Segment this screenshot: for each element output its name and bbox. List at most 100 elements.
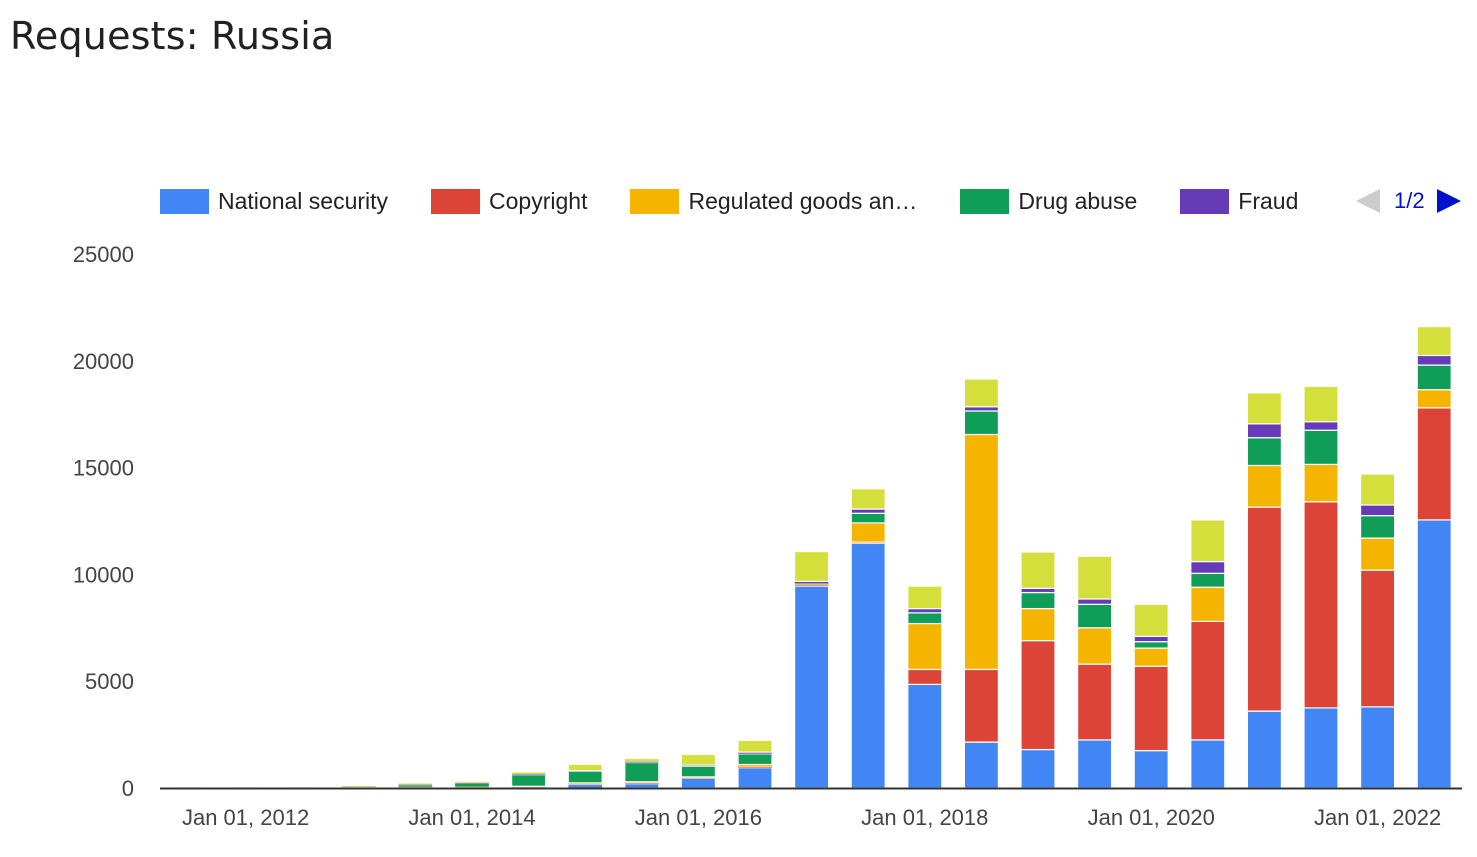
bar-segment-national-security[interactable] (1416, 519, 1452, 789)
bar-segment-drug-abuse[interactable] (511, 773, 547, 787)
bar-segment-other[interactable] (341, 785, 376, 787)
legend-item-national-security[interactable]: National security (160, 188, 388, 215)
bar-segment-drug-abuse[interactable] (737, 753, 773, 766)
triangle-right-icon[interactable] (1436, 189, 1461, 213)
legend-item-fraud[interactable]: Fraud (1180, 188, 1298, 215)
bar-segment-fraud[interactable] (1020, 587, 1056, 594)
bar-segment-drug-abuse[interactable] (680, 765, 717, 778)
bar-segment-fraud[interactable] (1416, 354, 1452, 366)
bar-segment-fraud[interactable] (1076, 598, 1113, 605)
bar-segment-drug-abuse[interactable] (1416, 364, 1452, 391)
bar-segment-other[interactable] (1303, 385, 1339, 423)
bar-stack[interactable] (850, 488, 886, 789)
bar-segment-other[interactable] (793, 550, 830, 583)
bar-segment-fraud[interactable] (1133, 635, 1169, 643)
bar-segment-national-security[interactable] (1246, 710, 1283, 789)
bar-segment-national-security[interactable] (1020, 748, 1056, 789)
legend-item-drug-abuse[interactable]: Drug abuse (960, 188, 1137, 215)
bar-segment-national-security[interactable] (793, 585, 830, 789)
bar-segment-copyright[interactable] (1246, 506, 1283, 712)
bar-stack[interactable] (1416, 326, 1452, 789)
bar-segment-other[interactable] (1133, 603, 1169, 637)
bar-segment-copyright[interactable] (1190, 620, 1226, 741)
bar-segment-national-security[interactable] (1190, 739, 1226, 789)
bar-segment-other[interactable] (907, 585, 943, 610)
bar-stack[interactable] (567, 763, 603, 789)
bar-segment-other[interactable] (454, 781, 490, 784)
bar-segment-national-security[interactable] (963, 741, 1000, 789)
legend-item-regulated-goods[interactable]: Regulated goods an… (630, 188, 917, 215)
bar-stack[interactable] (793, 550, 830, 789)
bar-stack[interactable] (1133, 603, 1169, 789)
bar-segment-other[interactable] (1416, 326, 1452, 357)
bar-stack[interactable] (454, 781, 490, 789)
bar-stack[interactable] (963, 378, 1000, 789)
bar-segment-national-security[interactable] (1076, 739, 1113, 789)
bar-segment-national-security[interactable] (850, 542, 886, 789)
bar-segment-other[interactable] (1190, 519, 1226, 563)
bar-segment-regulated-goods-and-services[interactable] (907, 622, 943, 671)
bar-segment-regulated-goods-and-services[interactable] (1020, 607, 1056, 642)
bar-segment-national-security[interactable] (624, 783, 660, 789)
bar-segment-other[interactable] (680, 753, 717, 766)
bar-segment-other[interactable] (1359, 473, 1396, 506)
bar-segment-copyright[interactable] (1020, 640, 1056, 751)
bar-segment-other[interactable] (1246, 392, 1283, 425)
bar-segment-drug-abuse[interactable] (1133, 641, 1169, 649)
bar-segment-copyright[interactable] (1076, 663, 1113, 741)
bar-segment-copyright[interactable] (1133, 665, 1169, 752)
bar-segment-fraud[interactable] (1359, 504, 1396, 517)
bar-segment-national-security[interactable] (907, 683, 943, 789)
bar-stack[interactable] (1303, 385, 1339, 789)
bar-segment-other[interactable] (850, 488, 886, 510)
bar-stack[interactable] (1020, 551, 1056, 789)
bar-stack[interactable] (680, 753, 717, 789)
bar-segment-regulated-goods-and-services[interactable] (1359, 537, 1396, 571)
bar-stack[interactable] (1076, 555, 1113, 789)
bar-segment-copyright[interactable] (907, 668, 943, 686)
bar-segment-national-security[interactable] (680, 777, 717, 789)
bar-segment-regulated-goods-and-services[interactable] (1190, 586, 1226, 622)
bar-stack[interactable] (737, 739, 773, 789)
bar-segment-fraud[interactable] (624, 761, 659, 763)
bar-segment-copyright[interactable] (1416, 407, 1452, 521)
bar-segment-other[interactable] (737, 739, 773, 753)
bar-segment-drug-abuse[interactable] (907, 612, 943, 625)
bar-segment-regulated-goods-and-services[interactable] (1416, 389, 1452, 409)
bar-stack[interactable] (624, 758, 660, 789)
bar-stack[interactable] (1359, 473, 1396, 789)
bar-stack[interactable] (1190, 519, 1226, 789)
bar-segment-drug-abuse[interactable] (850, 512, 886, 524)
bar-segment-fraud[interactable] (1190, 560, 1226, 574)
bar-segment-regulated-goods-and-services[interactable] (1246, 464, 1283, 508)
bar-segment-drug-abuse[interactable] (1303, 429, 1339, 465)
bar-segment-drug-abuse[interactable] (1076, 603, 1113, 629)
bar-segment-regulated-goods-and-services[interactable] (1133, 647, 1169, 667)
bar-segment-copyright[interactable] (963, 668, 1000, 743)
bar-segment-national-security[interactable] (1303, 707, 1339, 789)
legend-item-copyright[interactable]: Copyright (431, 188, 587, 215)
bar-segment-copyright[interactable] (1359, 569, 1396, 708)
bar-segment-regulated-goods-and-services[interactable] (1076, 627, 1113, 665)
bar-segment-national-security[interactable] (1133, 750, 1169, 789)
bar-stack[interactable] (1246, 392, 1283, 789)
bar-segment-fraud[interactable] (1246, 423, 1283, 439)
bar-segment-other[interactable] (511, 772, 546, 775)
bar-segment-other[interactable] (624, 758, 659, 762)
bar-segment-national-security[interactable] (737, 767, 773, 789)
bar-segment-other[interactable] (1076, 555, 1113, 600)
bar-segment-regulated-goods-and-services[interactable] (850, 522, 886, 543)
bar-segment-other[interactable] (398, 783, 433, 785)
bar-segment-copyright[interactable] (737, 766, 773, 768)
bar-stack[interactable] (511, 772, 547, 789)
bar-segment-fraud[interactable] (963, 406, 1000, 412)
bar-segment-regulated-goods-and-services[interactable] (1303, 463, 1339, 503)
bar-segment-regulated-goods-and-services[interactable] (963, 433, 1000, 671)
bar-segment-drug-abuse[interactable] (1020, 591, 1056, 610)
bar-segment-fraud[interactable] (1303, 421, 1339, 431)
bar-segment-copyright[interactable] (1303, 501, 1339, 709)
bar-segment-drug-abuse[interactable] (567, 770, 603, 784)
bar-segment-other[interactable] (963, 378, 1000, 408)
bar-segment-drug-abuse[interactable] (963, 410, 1000, 436)
bar-segment-fraud[interactable] (907, 607, 943, 614)
